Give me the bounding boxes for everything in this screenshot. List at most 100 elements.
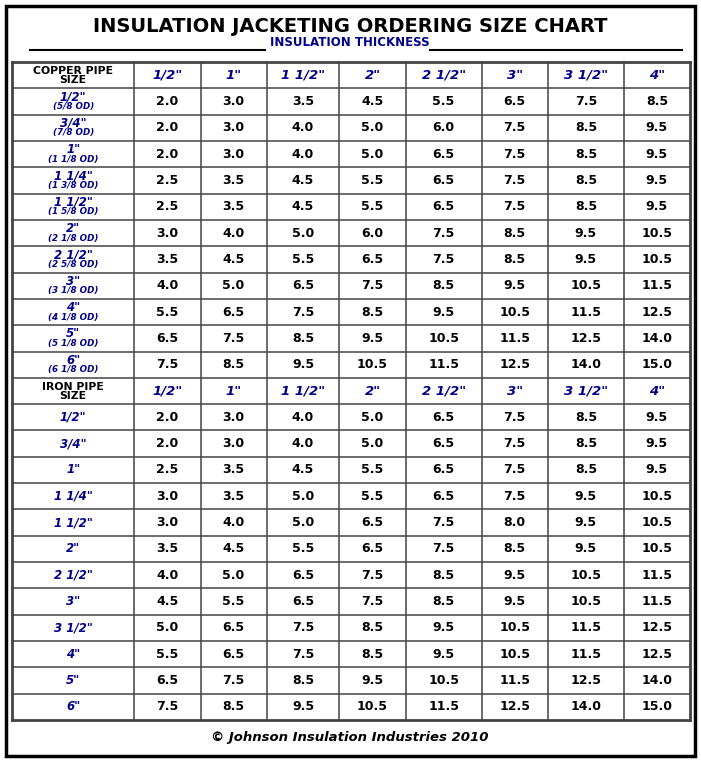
- Text: 7.5: 7.5: [575, 95, 597, 108]
- Text: 11.5: 11.5: [571, 648, 601, 661]
- Text: 4.5: 4.5: [292, 200, 314, 213]
- Text: 7.5: 7.5: [433, 226, 455, 239]
- Text: 8.5: 8.5: [575, 200, 597, 213]
- Text: 7.5: 7.5: [362, 279, 383, 292]
- Text: 6.0: 6.0: [433, 121, 455, 134]
- Text: 10.5: 10.5: [428, 332, 459, 345]
- Text: 8.5: 8.5: [646, 95, 668, 108]
- Text: 7.5: 7.5: [503, 174, 526, 187]
- Text: 5.0: 5.0: [362, 148, 383, 161]
- Text: 9.5: 9.5: [646, 411, 668, 424]
- Text: 5.5: 5.5: [362, 490, 383, 503]
- Text: 7.5: 7.5: [362, 595, 383, 608]
- Text: 1": 1": [66, 463, 81, 476]
- Text: 1": 1": [226, 385, 242, 398]
- Text: 11.5: 11.5: [571, 621, 601, 635]
- Text: COPPER PIPE: COPPER PIPE: [33, 66, 113, 75]
- Text: (4 1/8 OD): (4 1/8 OD): [48, 312, 98, 322]
- Text: INSULATION JACKETING ORDERING SIZE CHART: INSULATION JACKETING ORDERING SIZE CHART: [93, 18, 607, 37]
- Text: 4.5: 4.5: [222, 543, 245, 555]
- Text: 8.5: 8.5: [503, 543, 526, 555]
- Text: 1 1/4": 1 1/4": [54, 169, 93, 182]
- Text: 10.5: 10.5: [571, 595, 601, 608]
- Text: 3.5: 3.5: [222, 490, 245, 503]
- Text: (1 3/8 OD): (1 3/8 OD): [48, 181, 98, 190]
- Text: 8.5: 8.5: [503, 253, 526, 266]
- Text: 9.5: 9.5: [646, 200, 668, 213]
- Text: 3.0: 3.0: [222, 95, 245, 108]
- Text: (7/8 OD): (7/8 OD): [53, 128, 94, 137]
- Text: 4.0: 4.0: [292, 411, 314, 424]
- Text: 5.0: 5.0: [292, 516, 314, 529]
- Text: 10.5: 10.5: [571, 279, 601, 292]
- Text: 9.5: 9.5: [433, 621, 455, 635]
- Text: 4.0: 4.0: [222, 226, 245, 239]
- Text: 3/4": 3/4": [60, 437, 86, 450]
- Text: 7.5: 7.5: [222, 674, 245, 687]
- Text: 7.5: 7.5: [503, 437, 526, 450]
- Text: 9.5: 9.5: [575, 543, 597, 555]
- Text: 3.0: 3.0: [222, 148, 245, 161]
- Text: 2 1/2": 2 1/2": [54, 248, 93, 261]
- Text: 6.5: 6.5: [362, 253, 383, 266]
- Text: 8.5: 8.5: [222, 700, 245, 713]
- Text: 3.5: 3.5: [222, 463, 245, 476]
- Text: 4.5: 4.5: [222, 253, 245, 266]
- Text: 6.5: 6.5: [433, 200, 455, 213]
- Text: 11.5: 11.5: [641, 568, 672, 581]
- Text: 5": 5": [66, 328, 81, 341]
- Text: 6.5: 6.5: [362, 543, 383, 555]
- Text: 3.0: 3.0: [222, 121, 245, 134]
- Text: 6": 6": [66, 354, 81, 367]
- Text: 9.5: 9.5: [646, 174, 668, 187]
- Text: 8.5: 8.5: [575, 148, 597, 161]
- Text: 9.5: 9.5: [575, 253, 597, 266]
- Text: 12.5: 12.5: [641, 306, 672, 319]
- Text: INSULATION THICKNESS: INSULATION THICKNESS: [270, 36, 430, 49]
- Text: 11.5: 11.5: [641, 595, 672, 608]
- Text: 5.0: 5.0: [292, 490, 314, 503]
- Text: 2": 2": [365, 385, 381, 398]
- Text: 9.5: 9.5: [646, 463, 668, 476]
- Text: (1 1/8 OD): (1 1/8 OD): [48, 155, 98, 164]
- Text: 1/2": 1/2": [60, 91, 86, 104]
- Text: 3": 3": [66, 595, 81, 608]
- Text: 8.5: 8.5: [575, 121, 597, 134]
- Text: 9.5: 9.5: [433, 648, 455, 661]
- Text: 3 1/2": 3 1/2": [564, 385, 608, 398]
- Text: 3.0: 3.0: [222, 437, 245, 450]
- Text: 2 1/2": 2 1/2": [421, 69, 465, 82]
- Text: 5.5: 5.5: [156, 306, 179, 319]
- Text: 9.5: 9.5: [433, 306, 455, 319]
- Text: 12.5: 12.5: [499, 700, 530, 713]
- Text: 5.5: 5.5: [222, 595, 245, 608]
- Text: 7.5: 7.5: [433, 543, 455, 555]
- Text: 8.5: 8.5: [292, 674, 314, 687]
- Text: 6.5: 6.5: [156, 332, 179, 345]
- Text: 5.5: 5.5: [292, 253, 314, 266]
- Text: 4.0: 4.0: [156, 568, 179, 581]
- Text: 5.0: 5.0: [362, 437, 383, 450]
- Text: 4": 4": [649, 69, 665, 82]
- Text: 10.5: 10.5: [641, 226, 672, 239]
- Text: 3.0: 3.0: [156, 490, 179, 503]
- Text: 8.5: 8.5: [575, 411, 597, 424]
- Text: 11.5: 11.5: [428, 358, 459, 371]
- Text: 2.0: 2.0: [156, 437, 179, 450]
- Text: 12.5: 12.5: [641, 621, 672, 635]
- Text: 6.5: 6.5: [292, 568, 314, 581]
- Text: 6.5: 6.5: [433, 437, 455, 450]
- Text: 14.0: 14.0: [641, 674, 672, 687]
- Text: 6.5: 6.5: [156, 674, 179, 687]
- Text: 3.0: 3.0: [156, 226, 179, 239]
- Text: 3": 3": [66, 275, 81, 288]
- Text: 9.5: 9.5: [503, 568, 526, 581]
- Text: 7.5: 7.5: [156, 358, 179, 371]
- Text: 5.5: 5.5: [433, 95, 455, 108]
- Text: (2 5/8 OD): (2 5/8 OD): [48, 260, 98, 269]
- Text: 6.5: 6.5: [433, 490, 455, 503]
- Text: 3 1/2": 3 1/2": [564, 69, 608, 82]
- Text: 7.5: 7.5: [433, 253, 455, 266]
- Text: 4.5: 4.5: [292, 174, 314, 187]
- Text: 12.5: 12.5: [641, 648, 672, 661]
